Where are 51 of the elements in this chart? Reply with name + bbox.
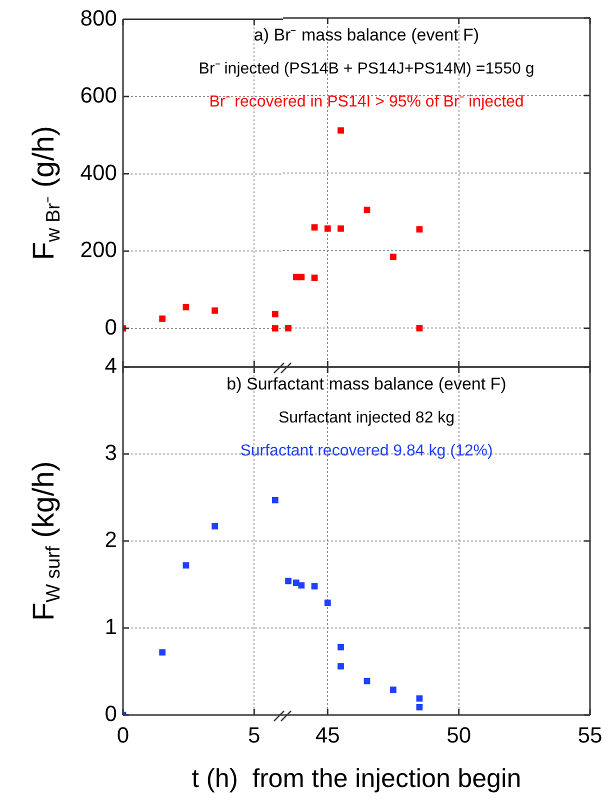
y-tick-label: 2: [104, 527, 117, 552]
point: [159, 649, 166, 656]
point: [182, 304, 190, 310]
text: Surfactant injected 82 kg: [278, 409, 455, 426]
point: [272, 496, 278, 504]
point: [159, 316, 166, 322]
point: [182, 562, 190, 569]
point: [324, 225, 331, 232]
y-tick-label: 400: [80, 160, 117, 185]
y-tick-label: 1: [104, 614, 117, 640]
y-tick-label: 4: [104, 353, 117, 378]
y-tick-label: 0: [104, 314, 117, 340]
point: [416, 704, 423, 710]
point: [212, 307, 218, 314]
point: [298, 274, 305, 280]
point: [212, 523, 218, 530]
point: [338, 225, 344, 232]
y-tick-label: 800: [80, 5, 117, 30]
x-tick-label: 50: [446, 722, 472, 748]
point: [311, 274, 318, 281]
text: b) Surfactant mass balance (event F): [226, 374, 506, 394]
text: Br⁻ injected (PS14B + PS14J+PS14M) =1550 g: [198, 60, 534, 78]
chart-title: a) Br⁻ mass balance (event F): [254, 26, 480, 45]
y-tick-label: 0: [104, 701, 117, 726]
point: [338, 663, 344, 670]
point: [272, 310, 278, 318]
point: [364, 678, 370, 684]
point: [272, 325, 278, 332]
point: [416, 226, 423, 233]
point: [324, 600, 331, 606]
point: [311, 224, 318, 231]
point: [416, 325, 423, 332]
point: [298, 582, 305, 589]
x-tick-label: 45: [315, 722, 340, 748]
point: [390, 686, 396, 693]
point: [390, 254, 396, 260]
point: [338, 127, 344, 134]
y-tick-label: 200: [80, 237, 117, 262]
x-tick-label: 5: [248, 722, 260, 748]
annotation: Br⁻ recovered in PS14I > 95% of Br⁻ injected: [209, 93, 524, 110]
x-tick-label: 55: [578, 722, 602, 748]
annotation: Surfactant recovered 9.84 kg (12%): [240, 442, 493, 460]
y-tick-label: 600: [80, 82, 117, 108]
point: [311, 583, 318, 590]
point: [338, 644, 344, 650]
point: [285, 578, 292, 584]
y-tick-label: 3: [104, 440, 117, 466]
y-axis-title: FW surf (kg/h): [27, 461, 64, 621]
y-axis-title: Fw Br⁻ (g/h): [27, 126, 64, 260]
point: [285, 325, 292, 332]
x-axis-title: t (h) from the injection begin: [192, 763, 522, 794]
